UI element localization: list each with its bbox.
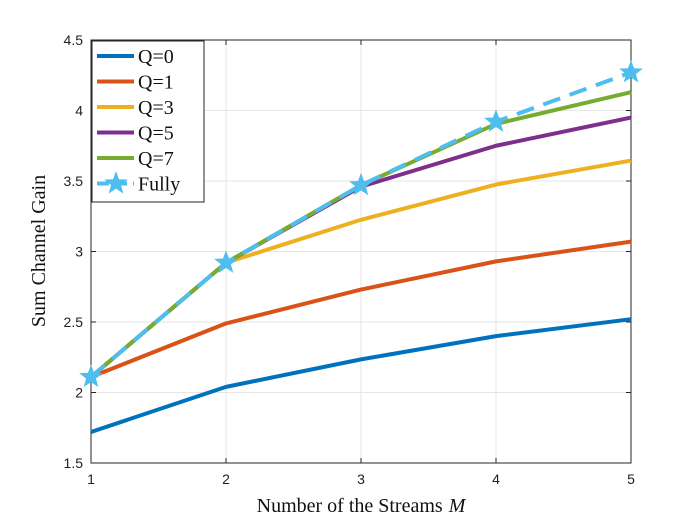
series-lines: [79, 59, 643, 434]
legend-label-q-1: Q=1: [138, 72, 174, 94]
legend-box: [91, 40, 205, 203]
x-tick-label: 1: [87, 471, 95, 487]
y-tick-label: 3: [75, 244, 83, 260]
y-tick-label: 4: [75, 103, 83, 119]
series-q-0: [90, 317, 632, 434]
x-tick-label: 3: [357, 471, 365, 487]
x-axis-label-variable: M: [448, 495, 467, 517]
y-axis-label: Sum Channel Gain: [28, 175, 50, 327]
y-tick-label: 4.5: [64, 32, 84, 48]
axes-ticks: 1 2 3 4 5 1.5 2 2.5 3 3.5 4 4.5: [64, 32, 636, 487]
x-axis-label: Number of the Streams M: [257, 495, 467, 517]
x-tick-label: 5: [627, 471, 635, 487]
y-tick-label: 3.5: [64, 173, 84, 189]
y-tick-label: 2: [75, 385, 83, 401]
series-line-q-0: [90, 317, 632, 434]
data-point-fully: [484, 109, 508, 132]
series-q-1: [90, 239, 632, 379]
legend-label-q-7: Q=7: [138, 148, 174, 170]
x-axis-label-text: Number of the Streams: [257, 495, 443, 517]
legend-label-fully: Fully: [138, 174, 180, 196]
legend-label-q-5: Q=5: [138, 123, 174, 145]
series-line-fully: [89, 70, 632, 379]
legend: Q=0 Q=1 Q=3 Q=5 Q=7 Fully: [91, 40, 205, 203]
data-point-fully: [349, 172, 373, 196]
data-point-fully: [619, 59, 643, 83]
x-tick-label: 2: [222, 471, 230, 487]
y-tick-label: 2.5: [64, 314, 84, 330]
y-tick-label: 1.5: [64, 455, 84, 471]
legend-label-q-0: Q=0: [138, 46, 174, 68]
series-line-q-1: [90, 239, 632, 379]
x-tick-label: 4: [492, 471, 500, 487]
legend-label-q-3: Q=3: [138, 97, 174, 119]
series-fully: [79, 59, 643, 388]
data-point-fully: [79, 364, 103, 388]
data-point-fully: [214, 250, 238, 273]
legend-marker-fully: [104, 171, 128, 194]
